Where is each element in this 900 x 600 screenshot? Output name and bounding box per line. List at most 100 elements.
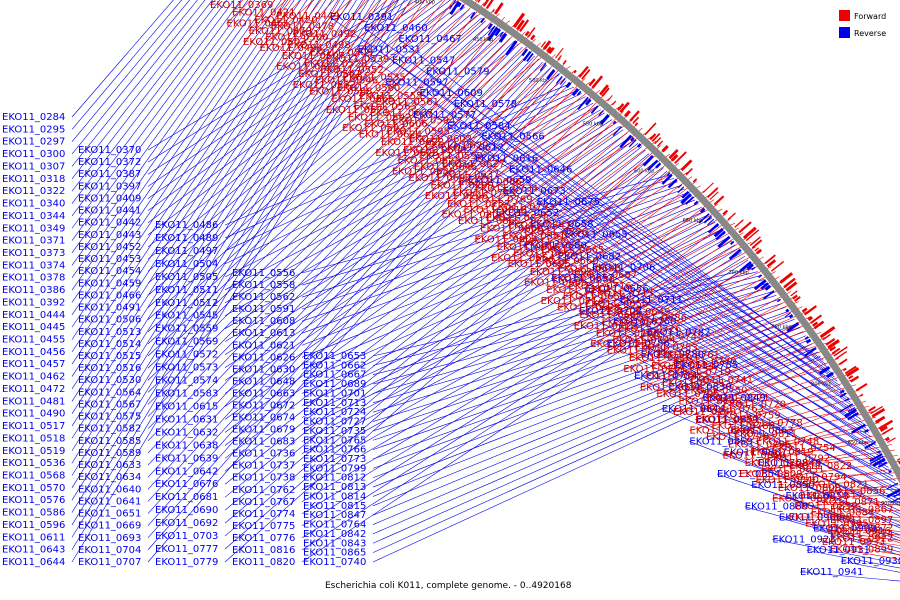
- gene-label[interactable]: EKO11_0517: [2, 421, 65, 432]
- gene-label[interactable]: EKO11_0863: [730, 426, 793, 437]
- gene-label[interactable]: EKO11_0705: [656, 389, 719, 400]
- gene-label[interactable]: EKO11_0904: [475, 234, 538, 245]
- gene-label[interactable]: EKO11_0318: [2, 174, 65, 185]
- gene-label[interactable]: EKO11_0685: [524, 278, 587, 289]
- gene-label[interactable]: EKO11_0307: [2, 161, 65, 172]
- gene-label[interactable]: EKO11_0770: [706, 432, 769, 443]
- gene-label[interactable]: EKO11_0640: [78, 484, 141, 495]
- gene-label[interactable]: EKO11_0651: [78, 509, 141, 520]
- gene-label[interactable]: EKO11_0634: [78, 472, 141, 483]
- gene-label[interactable]: EKO11_0817: [800, 490, 863, 501]
- gene-label[interactable]: EKO11_0472: [2, 384, 65, 395]
- gene-label[interactable]: EKO11_0449: [276, 11, 339, 22]
- gene-label[interactable]: EKO11_0778: [739, 418, 802, 429]
- gene-label[interactable]: EKO11_0896: [524, 227, 587, 238]
- gene-label[interactable]: EKO11_0785: [675, 360, 738, 371]
- gene-label[interactable]: EKO11_0528: [304, 58, 367, 69]
- gene-label[interactable]: EKO11_0694: [640, 382, 703, 393]
- gene-label[interactable]: EKO11_0655: [564, 230, 627, 241]
- gene-label[interactable]: EKO11_0490: [2, 409, 65, 420]
- gene-label[interactable]: EKO11_0588: [309, 86, 372, 97]
- gene-label[interactable]: EKO11_0793: [491, 202, 554, 213]
- gene-label[interactable]: EKO11_0645: [414, 162, 477, 173]
- gene-label[interactable]: EKO11_0511: [155, 285, 218, 296]
- gene-label[interactable]: EKO11_0687: [574, 270, 637, 281]
- gene-label[interactable]: EKO11_0642: [155, 466, 218, 477]
- gene-label[interactable]: EKO11_0556: [232, 268, 295, 279]
- gene-label[interactable]: EKO11_0606: [364, 119, 427, 130]
- gene-label[interactable]: EKO11_0672: [232, 400, 295, 411]
- gene-label[interactable]: EKO11_0754: [772, 443, 835, 454]
- gene-label[interactable]: EKO11_0916: [827, 526, 890, 537]
- gene-label[interactable]: EKO11_0626: [232, 352, 295, 363]
- gene-label[interactable]: EKO11_0750: [684, 386, 747, 397]
- gene-label[interactable]: EKO11_0737: [232, 461, 295, 472]
- gene-label[interactable]: EKO11_0736: [232, 449, 295, 460]
- gene-label[interactable]: EKO11_0744: [612, 335, 675, 346]
- gene-label[interactable]: EKO11_0478: [271, 22, 334, 33]
- gene-label[interactable]: EKO11_0704: [78, 545, 141, 556]
- gene-label[interactable]: EKO11_0669: [78, 521, 141, 532]
- gene-label[interactable]: EKO11_0445: [2, 322, 65, 333]
- gene-label[interactable]: EKO11_0872: [830, 523, 893, 534]
- gene-label[interactable]: EKO11_0392: [2, 297, 65, 308]
- gene-label[interactable]: EKO11_0814: [303, 491, 366, 502]
- gene-label[interactable]: EKO11_0679: [232, 425, 295, 436]
- gene-label[interactable]: EKO11_0559: [155, 324, 218, 335]
- gene-label[interactable]: EKO11_0558: [232, 280, 295, 291]
- gene-label[interactable]: EKO11_0716: [568, 281, 631, 292]
- gene-label[interactable]: EKO11_0707: [78, 557, 141, 568]
- gene-label[interactable]: EKO11_0739: [695, 415, 758, 426]
- gene-label[interactable]: EKO11_0391: [330, 12, 393, 23]
- gene-label[interactable]: EKO11_0567: [78, 399, 141, 410]
- gene-label[interactable]: EKO11_0819: [750, 447, 813, 458]
- gene-label[interactable]: EKO11_0582: [78, 424, 141, 435]
- gene-label[interactable]: EKO11_0595: [387, 126, 450, 137]
- gene-label[interactable]: EKO11_0284: [2, 112, 65, 123]
- gene-label[interactable]: EKO11_0745: [640, 332, 703, 343]
- gene-label[interactable]: EKO11_0507: [282, 51, 345, 62]
- gene-label[interactable]: EKO11_0571: [326, 105, 389, 116]
- gene-label[interactable]: EKO11_0652: [496, 208, 559, 219]
- gene-label[interactable]: EKO11_0369: [210, 0, 273, 11]
- gene-label[interactable]: EKO11_0569: [155, 337, 218, 348]
- gene-label[interactable]: EKO11_0297: [2, 137, 65, 148]
- gene-label[interactable]: EKO11_0547: [392, 56, 455, 67]
- gene-label[interactable]: EKO11_0788: [712, 421, 775, 432]
- gene-label[interactable]: EKO11_0799: [303, 463, 366, 474]
- gene-label[interactable]: EKO11_0591: [232, 304, 295, 315]
- gene-label[interactable]: EKO11_0723: [453, 188, 516, 199]
- gene-label[interactable]: EKO11_0666: [458, 177, 521, 188]
- gene-label[interactable]: EKO11_0930: [841, 556, 900, 567]
- gene-label[interactable]: EKO11_0808: [778, 483, 841, 494]
- gene-label[interactable]: EKO11_0663: [232, 388, 295, 399]
- gene-label[interactable]: EKO11_0589: [78, 448, 141, 459]
- gene-label[interactable]: EKO11_0765: [303, 435, 366, 446]
- gene-label[interactable]: EKO11_0647: [579, 310, 642, 321]
- gene-label[interactable]: EKO11_0516: [78, 363, 141, 374]
- gene-label[interactable]: EKO11_0795: [728, 440, 791, 451]
- gene-label[interactable]: EKO11_0693: [78, 533, 141, 544]
- gene-label[interactable]: EKO11_0731: [662, 378, 725, 389]
- gene-label[interactable]: EKO11_0667: [303, 370, 366, 381]
- gene-label[interactable]: EKO11_0743: [679, 396, 742, 407]
- gene-label[interactable]: EKO11_0530: [78, 375, 141, 386]
- gene-label[interactable]: EKO11_0506: [78, 315, 141, 326]
- gene-label[interactable]: EKO11_0644: [2, 557, 65, 568]
- gene-label[interactable]: EKO11_0683: [232, 437, 295, 448]
- gene-label[interactable]: EKO11_0923: [772, 534, 835, 545]
- gene-label[interactable]: EKO11_0322: [2, 186, 65, 197]
- gene-label[interactable]: EKO11_0609: [420, 88, 483, 99]
- gene-label[interactable]: EKO11_0378: [2, 273, 65, 284]
- gene-label[interactable]: EKO11_0504: [155, 259, 218, 270]
- gene-label[interactable]: EKO11_0759: [717, 410, 780, 421]
- gene-label[interactable]: EKO11_0535: [343, 72, 406, 83]
- gene-label[interactable]: EKO11_0730: [673, 356, 736, 367]
- gene-label[interactable]: EKO11_0779: [155, 557, 218, 568]
- gene-label[interactable]: EKO11_0372: [78, 157, 141, 168]
- gene-label[interactable]: EKO11_0818: [464, 205, 527, 216]
- gene-label[interactable]: EKO11_0766: [303, 445, 366, 456]
- gene-label[interactable]: EKO11_0899: [830, 544, 893, 555]
- gene-label[interactable]: EKO11_0820: [232, 557, 295, 568]
- gene-label[interactable]: EKO11_0769: [469, 194, 532, 205]
